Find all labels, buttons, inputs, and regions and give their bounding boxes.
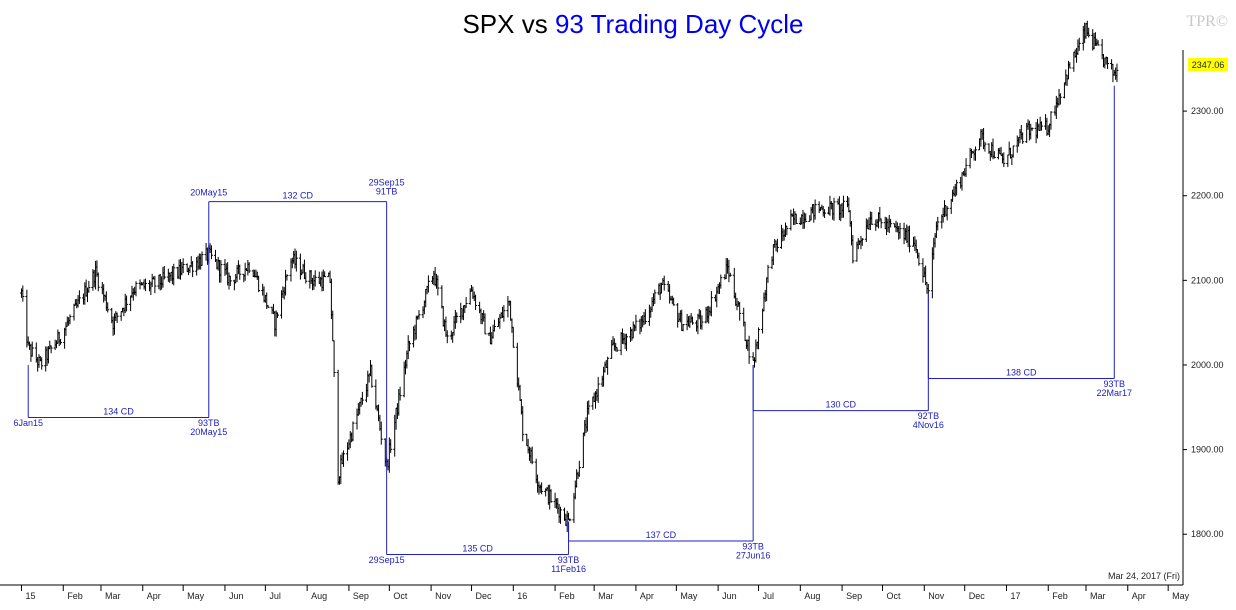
pivot-label: 20May15 bbox=[190, 188, 227, 198]
x-tick-label: Jun bbox=[722, 591, 737, 601]
pivot-label: 93TB bbox=[742, 541, 764, 551]
x-tick-label: Feb bbox=[1052, 591, 1068, 601]
date-stamp: Mar 24, 2017 (Fri) bbox=[1108, 571, 1180, 581]
x-tick-label: May bbox=[1172, 591, 1190, 601]
x-tick-label: Nov bbox=[435, 591, 452, 601]
pivot-label: 6Jan15 bbox=[13, 418, 43, 428]
x-axis: 15 Feb Mar Apr May Jun Jul Aug Sep Oct Nov Dec 16 Feb… bbox=[20, 585, 1190, 601]
pivot-label: 91TB bbox=[376, 187, 398, 197]
x-tick-label: Oct bbox=[887, 591, 902, 601]
x-tick-label: Mar bbox=[1090, 591, 1106, 601]
pivot-label: 92TB bbox=[918, 411, 940, 421]
cycle-length-label: 135 CD bbox=[462, 544, 493, 554]
last-price-badge bbox=[1188, 58, 1228, 71]
x-tick-label: Apr bbox=[1132, 591, 1146, 601]
pivot-label: 29Sep15 bbox=[369, 555, 405, 565]
price-bars bbox=[19, 20, 1119, 533]
cycle-length-label: 134 CD bbox=[103, 406, 134, 416]
x-tick-label: Feb bbox=[559, 591, 575, 601]
pivot-label: 27Jun16 bbox=[736, 550, 771, 560]
pivot-label: 93TB bbox=[558, 555, 580, 565]
x-tick-label: Mar bbox=[105, 591, 121, 601]
cycle-length-label: 138 CD bbox=[1006, 368, 1037, 378]
x-tick-label: Jun bbox=[229, 591, 244, 601]
x-tick-label: Sep bbox=[846, 591, 862, 601]
x-tick-label: 16 bbox=[517, 591, 527, 601]
pivot-label: 20May15 bbox=[190, 427, 227, 437]
y-tick-label: 2200.00 bbox=[1191, 191, 1224, 201]
pivot-label: 4Nov16 bbox=[913, 420, 944, 430]
x-tick-label: Apr bbox=[147, 591, 161, 601]
x-tick-label: Apr bbox=[640, 591, 654, 601]
axis-frame bbox=[0, 50, 1184, 586]
pivot-label: 29Sep15 bbox=[369, 178, 405, 188]
x-tick-label: Aug bbox=[311, 591, 327, 601]
x-tick-label: 15 bbox=[25, 591, 35, 601]
x-tick-label: Sep bbox=[353, 591, 369, 601]
y-tick-label: 1800.00 bbox=[1191, 529, 1224, 539]
x-tick-label: Dec bbox=[969, 591, 986, 601]
cycle-length-label: 132 CD bbox=[282, 191, 313, 201]
last-price-label: 2347.06 bbox=[1192, 60, 1225, 70]
x-tick-label: Aug bbox=[804, 591, 820, 601]
y-axis: 1800.00 1900.00 2000.00 2100.00 2200.00 2300.… bbox=[1183, 106, 1224, 539]
x-tick-label: May bbox=[187, 591, 205, 601]
cycle-length-label: 130 CD bbox=[825, 400, 856, 410]
cycle-length-label: 137 CD bbox=[646, 530, 677, 540]
title-prefix: SPX vs bbox=[462, 9, 554, 39]
title-highlight: 93 Trading Day Cycle bbox=[555, 9, 804, 39]
x-tick-label: Oct bbox=[393, 591, 408, 601]
y-tick-label: 2000.00 bbox=[1191, 360, 1224, 370]
x-tick-label: Feb bbox=[67, 591, 83, 601]
pivot-label: 93TB bbox=[1104, 379, 1126, 389]
x-tick-label: Jul bbox=[763, 591, 775, 601]
pivot-label: 93TB bbox=[198, 418, 220, 428]
x-tick-label: Jul bbox=[269, 591, 281, 601]
x-tick-label: Mar bbox=[598, 591, 614, 601]
watermark-logo: TPR© bbox=[1187, 13, 1229, 30]
x-tick-label: May bbox=[680, 591, 698, 601]
y-tick-label: 1900.00 bbox=[1191, 445, 1224, 455]
y-tick-label: 2100.00 bbox=[1191, 275, 1224, 285]
pivot-label: 11Feb16 bbox=[551, 564, 586, 574]
x-tick-label: Nov bbox=[928, 591, 945, 601]
y-tick-label: 2300.00 bbox=[1191, 106, 1224, 116]
x-tick-label: 17 bbox=[1010, 591, 1020, 601]
pivot-label: 22Mar17 bbox=[1097, 388, 1133, 398]
chart-title: SPX vs 93 Trading Day Cycle bbox=[462, 9, 803, 39]
cycle-lines: 134 CD 132 CD 135 CD 137 CD 130 CD 138 CD 6Jan… bbox=[13, 85, 1133, 574]
x-tick-label: Dec bbox=[476, 591, 493, 601]
